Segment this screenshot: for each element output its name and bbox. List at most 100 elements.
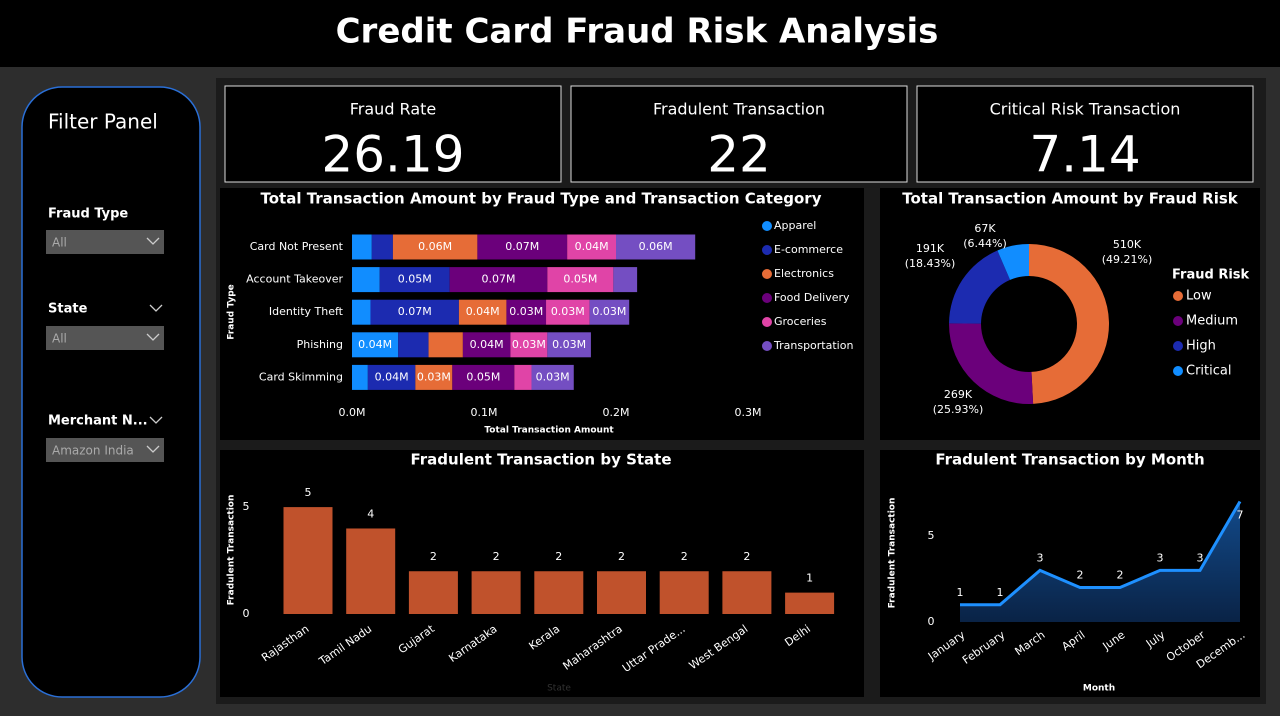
data-label: 5 xyxy=(305,486,312,499)
line xyxy=(960,500,1242,607)
legend-marker xyxy=(1173,316,1183,326)
y-tick-label: 5 xyxy=(243,500,250,513)
bar-segment xyxy=(547,267,614,293)
bar-segment xyxy=(379,267,450,293)
legend-marker xyxy=(762,341,772,351)
legend-marker xyxy=(762,293,772,303)
bar xyxy=(785,592,835,614)
kpi-label: Fraud Rate xyxy=(350,100,437,119)
data-label: 3 xyxy=(1197,551,1204,564)
bar-segment xyxy=(370,299,459,325)
data-label: 0.03M xyxy=(551,305,585,318)
y-axis-title: Fraud Type xyxy=(227,284,237,340)
data-label: 0.03M xyxy=(512,338,546,351)
bar-segment xyxy=(371,234,393,260)
bar xyxy=(659,571,709,614)
bar-segment xyxy=(462,332,511,358)
bar-segment xyxy=(567,234,616,260)
legend-title: Fraud Risk xyxy=(1172,268,1250,283)
data-label: 1 xyxy=(957,586,964,599)
dropdown-chevron[interactable] xyxy=(146,237,160,245)
y-tick-label: Identity Theft xyxy=(269,305,344,318)
bar-segment xyxy=(616,234,696,260)
y-axis-title: Fradulent Transaction xyxy=(227,495,237,606)
bar-segment xyxy=(477,234,568,260)
bar-segment xyxy=(613,267,638,293)
donut-slice xyxy=(949,250,1011,324)
bar-segment xyxy=(392,234,478,260)
y-tick-label: 5 xyxy=(928,529,935,542)
kpi-card xyxy=(224,85,562,183)
bar-segment xyxy=(510,332,548,358)
collapse-chevron[interactable] xyxy=(149,416,163,424)
bar xyxy=(283,507,333,614)
data-label-percent: (18.43%) xyxy=(905,257,956,270)
data-label: 2 xyxy=(618,550,625,563)
legend-label: Groceries xyxy=(774,315,827,328)
filter-panel xyxy=(21,86,201,698)
data-label: 0.05M xyxy=(466,370,500,383)
legend-marker xyxy=(1173,341,1183,351)
data-label: 191K xyxy=(916,242,945,255)
y-tick-label: 0 xyxy=(928,615,935,628)
data-label: 0.05M xyxy=(398,273,432,286)
donut-slice xyxy=(949,323,1034,404)
data-label: 3 xyxy=(1037,551,1044,564)
dropdown-value[interactable]: Amazon India xyxy=(52,444,134,458)
legend-label: Electronics xyxy=(774,267,834,280)
dropdown-chevron[interactable] xyxy=(146,333,160,341)
bar-segment xyxy=(352,267,380,293)
legend-label: High xyxy=(1186,339,1216,354)
kpi-label: Critical Risk Transaction xyxy=(990,100,1181,119)
x-axis-title: Total Transaction Amount xyxy=(484,426,614,436)
data-label: 1 xyxy=(806,572,813,585)
dropdown-chevron[interactable] xyxy=(146,445,160,453)
data-label: 2 xyxy=(430,550,437,563)
bar-segment xyxy=(352,234,372,260)
filter-label: Fraud Type xyxy=(48,207,128,222)
x-tick-label: 0.0M xyxy=(339,406,366,419)
dropdown-value[interactable]: All xyxy=(52,332,67,346)
legend-label: Critical xyxy=(1186,364,1231,379)
legend-label: E-commerce xyxy=(774,243,843,256)
data-label: 0.05M xyxy=(563,273,597,286)
data-label: 269K xyxy=(944,388,973,401)
data-label: 0.04M xyxy=(575,240,609,253)
bar-segment xyxy=(398,332,429,358)
kpi-card xyxy=(570,85,908,183)
kpi-card xyxy=(916,85,1254,183)
y-tick-label: Card Not Present xyxy=(250,240,344,253)
bar xyxy=(597,571,646,614)
data-label: 1 xyxy=(997,586,1004,599)
dropdown[interactable] xyxy=(46,326,164,350)
bar-segment xyxy=(506,299,547,325)
data-label: 2 xyxy=(743,550,750,563)
y-tick-label: Card Skimming xyxy=(259,370,343,383)
data-label: 0.04M xyxy=(466,305,500,318)
dropdown-value[interactable]: All xyxy=(52,236,67,250)
data-label: 0.03M xyxy=(417,370,451,383)
x-tick-label: 0.3M xyxy=(735,406,762,419)
y-tick-label: 0 xyxy=(243,607,250,620)
data-label: 510K xyxy=(1113,238,1142,251)
bar xyxy=(408,571,458,614)
bar xyxy=(471,571,521,614)
legend-label: Medium xyxy=(1186,314,1238,329)
area-fill xyxy=(960,501,1240,622)
collapse-chevron[interactable] xyxy=(149,304,163,312)
bar-segment xyxy=(367,364,416,390)
data-label-percent: (25.93%) xyxy=(933,403,984,416)
bar xyxy=(346,528,396,614)
data-label: 0.03M xyxy=(509,305,543,318)
legend-label: Transportation xyxy=(773,339,853,352)
dropdown[interactable] xyxy=(46,230,164,254)
data-label-percent: (49.21%) xyxy=(1102,253,1153,266)
dropdown[interactable] xyxy=(46,438,164,462)
data-label: 0.04M xyxy=(470,338,504,351)
kpi-label: Fradulent Transaction xyxy=(653,100,825,119)
legend-marker xyxy=(762,269,772,279)
data-label: 7 xyxy=(1237,508,1244,521)
y-axis-title: Fradulent Transaction xyxy=(888,498,898,609)
legend-marker xyxy=(762,221,772,231)
data-label: 0.06M xyxy=(418,240,452,253)
